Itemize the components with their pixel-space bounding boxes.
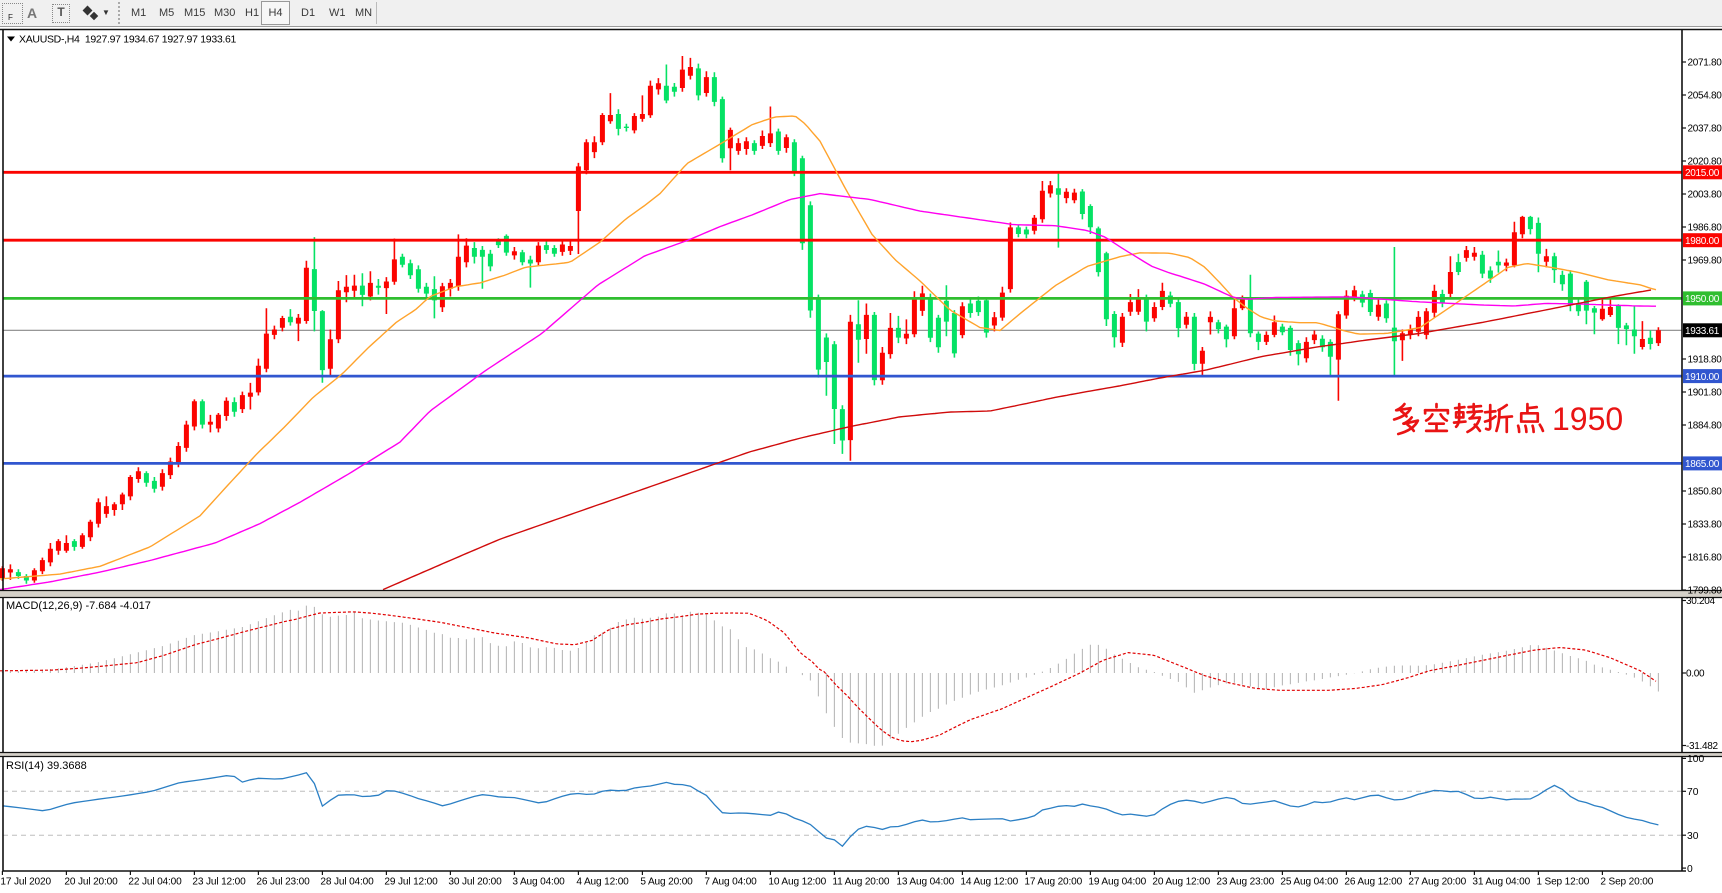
- svg-text:29 Jul 12:00: 29 Jul 12:00: [384, 877, 438, 888]
- svg-text:11 Aug 20:00: 11 Aug 20:00: [832, 877, 889, 888]
- svg-text:30 Jul 20:00: 30 Jul 20:00: [448, 877, 502, 888]
- svg-text:22 Jul 04:00: 22 Jul 04:00: [128, 877, 182, 888]
- svg-text:26 Jul 23:00: 26 Jul 23:00: [256, 877, 310, 888]
- svg-text:10 Aug 12:00: 10 Aug 12:00: [768, 877, 826, 888]
- svg-text:1799.80: 1799.80: [1688, 586, 1722, 597]
- svg-text:31 Aug 04:00: 31 Aug 04:00: [1472, 877, 1530, 888]
- svg-text:28 Jul 04:00: 28 Jul 04:00: [320, 877, 374, 888]
- svg-text:1986.80: 1986.80: [1688, 223, 1722, 234]
- svg-text:2020.80: 2020.80: [1688, 157, 1722, 168]
- svg-text:1933.61: 1933.61: [1685, 326, 1720, 337]
- svg-text:2054.80: 2054.80: [1688, 91, 1722, 102]
- svg-text:1 Sep 12:00: 1 Sep 12:00: [1536, 877, 1589, 888]
- svg-text:1850.80: 1850.80: [1688, 487, 1722, 498]
- svg-text:14 Aug 12:00: 14 Aug 12:00: [960, 877, 1018, 888]
- svg-text:17 Jul 2020: 17 Jul 2020: [0, 877, 51, 888]
- svg-text:0: 0: [1687, 864, 1693, 875]
- svg-text:MACD(12,26,9) -7.684 -4.017: MACD(12,26,9) -7.684 -4.017: [6, 600, 151, 612]
- svg-text:2 Sep 20:00: 2 Sep 20:00: [1600, 877, 1653, 888]
- svg-text:1816.80: 1816.80: [1688, 553, 1722, 564]
- svg-text:0.00: 0.00: [1686, 669, 1705, 680]
- svg-text:RSI(14) 39.3688: RSI(14) 39.3688: [6, 760, 87, 772]
- svg-text:1910.00: 1910.00: [1685, 372, 1720, 383]
- svg-text:13 Aug 04:00: 13 Aug 04:00: [896, 877, 954, 888]
- svg-text:1950: 1950: [1552, 401, 1623, 437]
- svg-text:2071.80: 2071.80: [1688, 58, 1722, 69]
- svg-text:1918.80: 1918.80: [1688, 355, 1722, 366]
- svg-text:1969.80: 1969.80: [1688, 256, 1722, 267]
- svg-text:23 Aug 23:00: 23 Aug 23:00: [1216, 877, 1274, 888]
- svg-text:7 Aug 04:00: 7 Aug 04:00: [704, 877, 757, 888]
- svg-text:2015.00: 2015.00: [1685, 168, 1720, 179]
- svg-text:30: 30: [1687, 831, 1699, 842]
- svg-text:26 Aug 12:00: 26 Aug 12:00: [1344, 877, 1402, 888]
- svg-text:20 Aug 12:00: 20 Aug 12:00: [1152, 877, 1210, 888]
- svg-text:-31.482: -31.482: [1686, 741, 1719, 752]
- svg-text:17 Aug 20:00: 17 Aug 20:00: [1024, 877, 1082, 888]
- svg-text:2037.80: 2037.80: [1688, 124, 1722, 135]
- svg-text:1950.00: 1950.00: [1685, 294, 1720, 305]
- svg-text:1865.00: 1865.00: [1685, 459, 1720, 470]
- svg-text:27 Aug 20:00: 27 Aug 20:00: [1408, 877, 1466, 888]
- svg-text:1833.80: 1833.80: [1688, 520, 1722, 531]
- svg-text:5 Aug 20:00: 5 Aug 20:00: [640, 877, 693, 888]
- svg-text:1884.80: 1884.80: [1688, 421, 1722, 432]
- svg-text:100: 100: [1687, 754, 1704, 765]
- svg-text:3 Aug 04:00: 3 Aug 04:00: [512, 877, 565, 888]
- svg-text:1901.80: 1901.80: [1688, 388, 1722, 399]
- svg-text:XAUUSD-,H4 1927.97 1934.67 19: XAUUSD-,H4 1927.97 1934.67 1927.97 1933.…: [19, 34, 237, 46]
- svg-text:2003.80: 2003.80: [1688, 190, 1722, 201]
- svg-text:1980.00: 1980.00: [1685, 236, 1720, 247]
- svg-text:4 Aug 12:00: 4 Aug 12:00: [576, 877, 629, 888]
- svg-text:25 Aug 04:00: 25 Aug 04:00: [1280, 877, 1338, 888]
- svg-text:19 Aug 04:00: 19 Aug 04:00: [1088, 877, 1146, 888]
- svg-text:20 Jul 20:00: 20 Jul 20:00: [64, 877, 118, 888]
- svg-text:23 Jul 12:00: 23 Jul 12:00: [192, 877, 246, 888]
- svg-text:70: 70: [1687, 787, 1699, 798]
- svg-text:30.204: 30.204: [1686, 596, 1716, 607]
